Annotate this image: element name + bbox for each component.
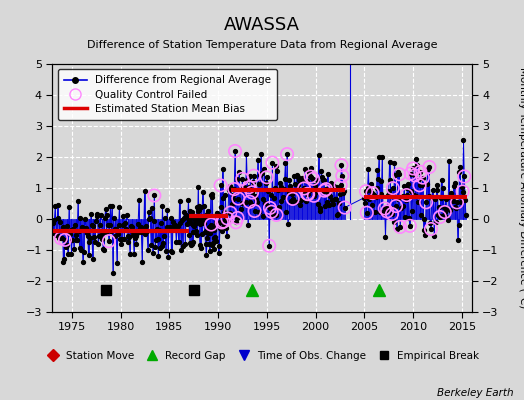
Point	[389, 185, 397, 191]
Point	[300, 185, 308, 192]
Point	[303, 191, 312, 197]
Point	[362, 188, 370, 194]
Point	[341, 204, 349, 211]
Point	[396, 224, 405, 230]
Text: Berkeley Earth: Berkeley Earth	[437, 388, 514, 398]
Point	[309, 176, 317, 182]
Point	[406, 223, 414, 229]
Text: AWASSA: AWASSA	[224, 16, 300, 34]
Point	[248, 189, 256, 196]
Point	[460, 173, 468, 180]
Point	[416, 169, 424, 175]
Point	[223, 215, 232, 222]
Point	[336, 182, 345, 188]
Point	[267, 208, 276, 215]
Point	[249, 172, 258, 179]
Point	[207, 221, 215, 228]
Point	[219, 218, 227, 225]
Point	[395, 171, 403, 178]
Point	[388, 211, 396, 217]
Point	[402, 192, 411, 198]
Point	[216, 182, 225, 189]
Point	[427, 226, 435, 232]
Point	[105, 238, 113, 244]
Point	[453, 199, 461, 206]
Point	[441, 209, 449, 215]
Point	[57, 235, 65, 242]
Point	[422, 199, 430, 206]
Point	[410, 172, 419, 178]
Point	[310, 192, 318, 199]
Point	[61, 237, 69, 243]
Point	[263, 174, 271, 180]
Y-axis label: Monthly Temperature Anomaly Difference (°C): Monthly Temperature Anomaly Difference (…	[518, 67, 524, 309]
Point	[232, 219, 240, 226]
Point	[238, 176, 246, 182]
Legend: Difference from Regional Average, Quality Control Failed, Estimated Station Mean: Difference from Regional Average, Qualit…	[58, 69, 277, 120]
Point	[266, 205, 274, 211]
Point	[283, 151, 291, 157]
Point	[425, 164, 433, 170]
Point	[368, 190, 377, 196]
Point	[231, 148, 239, 154]
Point	[217, 219, 226, 226]
Point	[307, 174, 315, 180]
Point	[407, 170, 415, 177]
Point	[268, 160, 277, 166]
Point	[272, 212, 281, 218]
Point	[265, 242, 274, 249]
Point	[436, 214, 444, 220]
Point	[230, 186, 238, 192]
Point	[458, 188, 467, 195]
Point	[250, 208, 259, 214]
Point	[289, 196, 297, 202]
Point	[320, 188, 329, 194]
Point	[234, 195, 243, 202]
Point	[245, 184, 253, 190]
Point	[380, 205, 389, 212]
Point	[409, 165, 417, 172]
Point	[416, 182, 424, 188]
Text: Difference of Station Temperature Data from Regional Average: Difference of Station Temperature Data f…	[87, 40, 437, 50]
Point	[337, 162, 346, 168]
Point	[383, 208, 391, 215]
Point	[245, 198, 254, 205]
Point	[233, 215, 242, 221]
Point	[419, 174, 427, 181]
Point	[363, 210, 371, 216]
Point	[322, 186, 330, 192]
Point	[392, 203, 400, 209]
Point	[150, 192, 159, 199]
Point	[304, 191, 312, 197]
Point	[338, 173, 346, 179]
Point	[226, 210, 235, 216]
Legend: Station Move, Record Gap, Time of Obs. Change, Empirical Break: Station Move, Record Gap, Time of Obs. C…	[41, 347, 483, 365]
